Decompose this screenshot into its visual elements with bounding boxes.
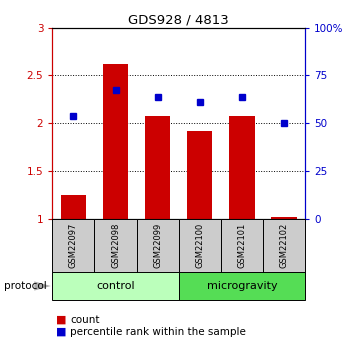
- Bar: [187, 131, 212, 219]
- Text: GSM22097: GSM22097: [69, 223, 78, 268]
- Text: control: control: [96, 281, 135, 291]
- Bar: [179, 272, 305, 300]
- Text: GSM22099: GSM22099: [153, 223, 162, 268]
- Bar: [52, 219, 95, 273]
- Bar: [179, 219, 221, 273]
- Bar: [263, 219, 305, 273]
- Text: microgravity: microgravity: [206, 281, 277, 291]
- Text: percentile rank within the sample: percentile rank within the sample: [70, 327, 246, 337]
- Bar: [52, 272, 179, 300]
- Text: count: count: [70, 315, 100, 325]
- Bar: [221, 219, 263, 273]
- Title: GDS928 / 4813: GDS928 / 4813: [128, 13, 229, 27]
- Bar: [229, 116, 255, 219]
- Bar: [145, 116, 170, 219]
- Polygon shape: [34, 282, 51, 290]
- Bar: [61, 195, 86, 219]
- Bar: [103, 64, 128, 219]
- Text: ■: ■: [56, 315, 66, 325]
- Text: ■: ■: [56, 327, 66, 337]
- Bar: [136, 219, 179, 273]
- Text: protocol: protocol: [4, 282, 46, 291]
- Text: GSM22098: GSM22098: [111, 223, 120, 268]
- Text: GSM22100: GSM22100: [195, 223, 204, 268]
- Bar: [271, 217, 297, 219]
- Bar: [95, 219, 136, 273]
- Text: GSM22101: GSM22101: [238, 223, 246, 268]
- Text: GSM22102: GSM22102: [279, 223, 288, 268]
